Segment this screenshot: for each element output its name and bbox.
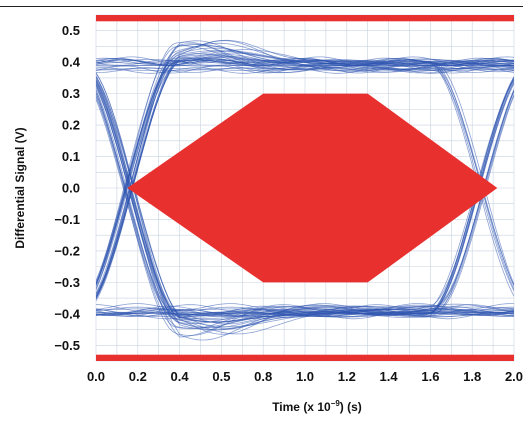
y-tick-label: 0.0 xyxy=(62,181,80,196)
x-tick-label: 2.0 xyxy=(505,369,523,384)
y-tick-label: −0.3 xyxy=(54,275,80,290)
x-tick-label: 0.8 xyxy=(254,369,272,384)
x-tick-label: 0.4 xyxy=(171,369,190,384)
x-axis-title-main: Time (x 10 xyxy=(272,400,331,414)
x-tick-label: 0.5 xyxy=(212,369,230,384)
x-tick-label: 1.4 xyxy=(380,369,399,384)
x-axis-title: Time (x 10−9) (s) xyxy=(272,399,362,414)
y-tick-label: 0.4 xyxy=(62,55,81,70)
y-tick-label: −0.5 xyxy=(54,338,80,353)
x-tick-label: 0.2 xyxy=(129,369,147,384)
y-tick-label: −0.2 xyxy=(54,243,80,258)
x-tick-label: 1.8 xyxy=(463,369,481,384)
y-tick-label: −0.1 xyxy=(54,212,80,227)
mask-band-top xyxy=(96,0,514,21)
y-tick-label: 0.2 xyxy=(62,118,80,133)
y-tick-label: 0.5 xyxy=(62,23,80,38)
y-tick-label: 0.1 xyxy=(62,149,80,164)
x-tick-labels: 0.0 0.2 0.4 0.5 0.8 1.0 1.2 1.4 1.6 1.8 2.0 xyxy=(87,369,523,384)
y-tick-label: −0.4 xyxy=(54,306,80,321)
y-tick-label: 0.3 xyxy=(62,86,80,101)
x-tick-label: 1.6 xyxy=(421,369,439,384)
x-axis-title-unit: ) (s) xyxy=(340,400,362,414)
y-tick-labels: 0.5 0.4 0.3 0.2 0.1 0.0 −0.1 −0.2 −0.3 −0.4 −0.5 xyxy=(54,23,80,353)
x-tick-label: 1.2 xyxy=(338,369,356,384)
x-tick-label: 0.0 xyxy=(87,369,105,384)
x-tick-label: 1.0 xyxy=(296,369,314,384)
y-axis-title: Differential Signal (V) xyxy=(13,127,27,248)
